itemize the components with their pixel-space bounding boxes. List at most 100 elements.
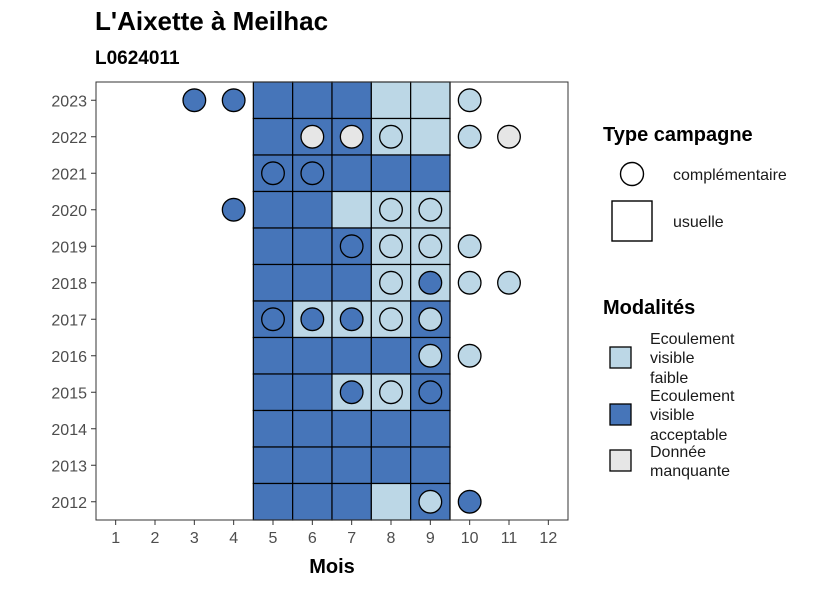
tile-2015-6-acceptable <box>292 373 333 412</box>
y-tick-label-2021: 2021 <box>51 166 87 183</box>
x-tick-label-7: 7 <box>347 530 356 547</box>
legend-swatch-manquante <box>609 449 632 472</box>
tile-2020-7-faible <box>331 190 372 229</box>
tile-2018-5-acceptable <box>252 263 294 302</box>
tile-2021-9-acceptable <box>410 154 451 193</box>
y-tick-label-2020: 2020 <box>51 203 87 220</box>
tile-2019-6-acceptable <box>292 227 333 266</box>
y-tick-label-2019: 2019 <box>51 239 87 256</box>
x-tick-label-3: 3 <box>190 530 199 547</box>
tile-2013-5-acceptable <box>252 446 294 485</box>
point-2018-8-faible <box>379 270 403 295</box>
tile-2019-7-acceptable <box>331 227 372 266</box>
y-tick-label-2013: 2013 <box>51 458 87 475</box>
x-tick-label-4: 4 <box>229 530 238 547</box>
x-tick-label-6: 6 <box>308 530 317 547</box>
point-2020-9-faible <box>418 197 443 222</box>
x-tick-label-5: 5 <box>269 530 278 547</box>
point-2017-5-acceptable <box>261 307 285 332</box>
point-2023-10-faible <box>457 88 482 113</box>
point-2021-6-acceptable <box>300 161 325 186</box>
tile-2015-5-acceptable <box>252 373 294 412</box>
point-2017-8-faible <box>379 307 403 332</box>
point-2019-8-faible <box>379 234 403 259</box>
y-tick-label-2017: 2017 <box>51 312 87 329</box>
legend-swatch-acceptable <box>609 403 632 426</box>
x-tick-label-8: 8 <box>387 530 396 547</box>
tile-2012-7-acceptable <box>331 482 372 521</box>
point-2015-7-acceptable <box>339 380 364 405</box>
point-2016-9-faible <box>418 343 443 368</box>
x-tick-label-10: 10 <box>461 530 479 547</box>
tile-2018-6-acceptable <box>292 263 333 302</box>
point-2018-11-faible <box>497 270 521 295</box>
y-tick-label-2015: 2015 <box>51 385 87 402</box>
chart-title: L'Aixette à Meilhac <box>95 6 328 36</box>
point-2023-4-acceptable <box>221 88 246 113</box>
legend-label-faible-line2: visible <box>650 350 695 367</box>
point-2016-10-faible <box>457 343 482 368</box>
tile-2023-6-acceptable <box>292 81 333 120</box>
point-2021-5-acceptable <box>261 161 285 186</box>
tile-2014-9-acceptable <box>410 409 451 448</box>
tile-2012-6-acceptable <box>292 482 333 521</box>
legend-circle-symbol <box>619 161 645 187</box>
usual-campaign-tiles <box>252 81 451 521</box>
tile-2013-6-acceptable <box>292 446 333 485</box>
tile-2023-9-faible <box>410 81 451 120</box>
point-2018-10-faible <box>457 270 482 295</box>
tile-2012-8-faible <box>370 482 412 521</box>
legend-label-acceptable-line3: acceptable <box>650 427 727 444</box>
tile-2016-6-acceptable <box>292 336 333 375</box>
x-tick-label-9: 9 <box>426 530 435 547</box>
tile-2013-9-acceptable <box>410 446 451 485</box>
y-tick-label-2022: 2022 <box>51 130 87 147</box>
tile-2014-5-acceptable <box>252 409 294 448</box>
y-tick-label-2016: 2016 <box>51 349 87 366</box>
x-axis: 1 2 3 4 5 6 7 8 9 10 11 12 <box>111 520 557 547</box>
y-tick-label-2018: 2018 <box>51 276 87 293</box>
x-tick-label-11: 11 <box>501 530 518 547</box>
point-2022-6-manquante <box>300 124 325 149</box>
tile-2019-5-acceptable <box>252 227 294 266</box>
point-2022-7-manquante <box>339 124 364 149</box>
legend-square-symbol <box>611 200 653 242</box>
tile-2014-7-acceptable <box>331 409 372 448</box>
tile-2021-7-acceptable <box>331 154 372 193</box>
legend-type-label-complementaire: complémentaire <box>673 167 787 184</box>
legend-type-campagne: Type campagne complémentaire usuelle <box>603 124 787 242</box>
tile-2023-5-acceptable <box>252 81 294 120</box>
x-axis-title: Mois <box>309 556 355 578</box>
point-2019-10-faible <box>457 234 482 259</box>
point-2017-6-acceptable <box>300 307 325 332</box>
legend-label-acceptable-line2: visible <box>650 407 695 424</box>
point-2015-9-acceptable <box>418 380 443 405</box>
legend-swatch-faible <box>609 346 632 369</box>
y-axis: 2012 2013 2014 2015 2016 2017 2018 2019 2020 2021… <box>51 93 96 512</box>
legend-label-faible-line3: faible <box>650 370 688 387</box>
legend-label-manquante-line2: manquante <box>650 463 730 480</box>
tile-2016-8-acceptable <box>370 336 412 375</box>
tile-2014-6-acceptable <box>292 409 333 448</box>
complementary-campaign-points <box>182 88 521 514</box>
point-2015-8-faible <box>379 380 403 405</box>
x-tick-label-12: 12 <box>539 530 557 547</box>
tile-2016-5-acceptable <box>252 336 294 375</box>
legend-modalites: Modalités Ecoulement visible faible Ecou… <box>603 297 735 480</box>
tile-2014-8-acceptable <box>370 409 412 448</box>
tile-2023-7-acceptable <box>331 81 372 120</box>
y-tick-label-2012: 2012 <box>51 495 87 512</box>
plot-area <box>95 81 569 521</box>
tile-2013-7-acceptable <box>331 446 372 485</box>
point-2017-7-acceptable <box>339 307 364 332</box>
point-2022-10-faible <box>457 124 482 149</box>
point-2023-3-acceptable <box>182 88 207 113</box>
legend-modalites-title: Modalités <box>603 297 695 319</box>
x-tick-label-2: 2 <box>151 530 160 547</box>
legend-type-title: Type campagne <box>603 124 753 146</box>
x-tick-label-1: 1 <box>111 530 120 547</box>
point-2017-9-faible <box>418 307 443 332</box>
plot-border <box>95 81 569 521</box>
tile-2012-5-acceptable <box>252 482 294 521</box>
